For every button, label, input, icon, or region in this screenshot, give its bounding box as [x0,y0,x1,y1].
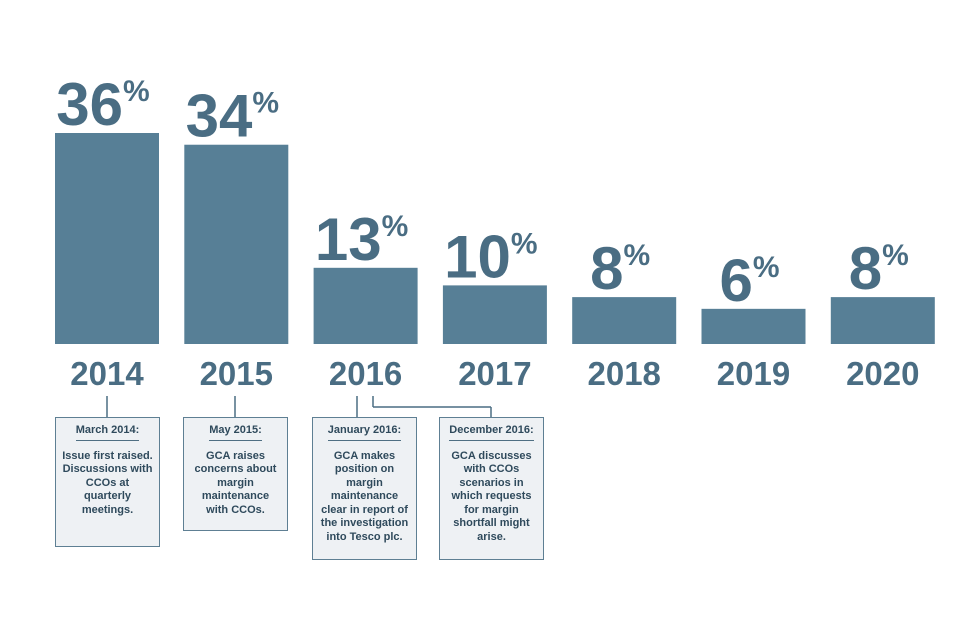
note-connectors [106,396,492,417]
bar-2016 [313,267,418,344]
year-labels: 2014 2015 2016 2017 2018 2019 2020 [70,355,919,392]
bar-2018 [572,297,677,344]
bars [55,133,935,344]
bar-2017 [442,285,547,344]
year-label-2018: 2018 [587,355,660,392]
bar-2020 [830,297,935,344]
note-january-2016: January 2016: GCA makes position on marg… [312,417,417,560]
value-label-2016: 13% [315,206,408,273]
note-body: GCA makes position on margin maintenance… [320,449,409,543]
note-body: GCA raises concerns about margin mainten… [194,449,277,516]
value-label-2018: 8% [590,235,650,302]
year-label-2020: 2020 [846,355,919,392]
bar-2014 [55,133,159,344]
note-title: March 2014: [75,424,140,441]
value-label-2014: 36% [56,71,149,138]
note-may-2015: May 2015: GCA raises concerns about marg… [183,417,288,531]
year-label-2019: 2019 [717,355,790,392]
note-body: Issue first raised. Discussions with CCO… [62,449,153,516]
year-label-2016: 2016 [329,355,402,392]
note-march-2014: March 2014: Issue first raised. Discussi… [55,417,160,547]
year-label-2014: 2014 [70,355,144,392]
note-body: GCA discusses with CCOs scenarios in whi… [451,449,532,543]
note-title: May 2015: [209,424,262,441]
value-label-2015: 34% [186,83,279,150]
value-label-2020: 8% [849,235,909,302]
note-title: December 2016: [449,424,534,441]
year-label-2017: 2017 [458,355,531,392]
year-label-2015: 2015 [200,355,273,392]
value-label-2017: 10% [444,223,537,290]
value-labels: 36% 34% 13% 10% 8% 6% 8% [56,71,909,314]
note-december-2016: December 2016: GCA discusses with CCOs s… [439,417,544,560]
bar-2015 [184,144,289,344]
note-title: January 2016: [327,424,402,441]
value-label-2019: 6% [719,247,779,314]
bar-2019 [701,308,806,344]
